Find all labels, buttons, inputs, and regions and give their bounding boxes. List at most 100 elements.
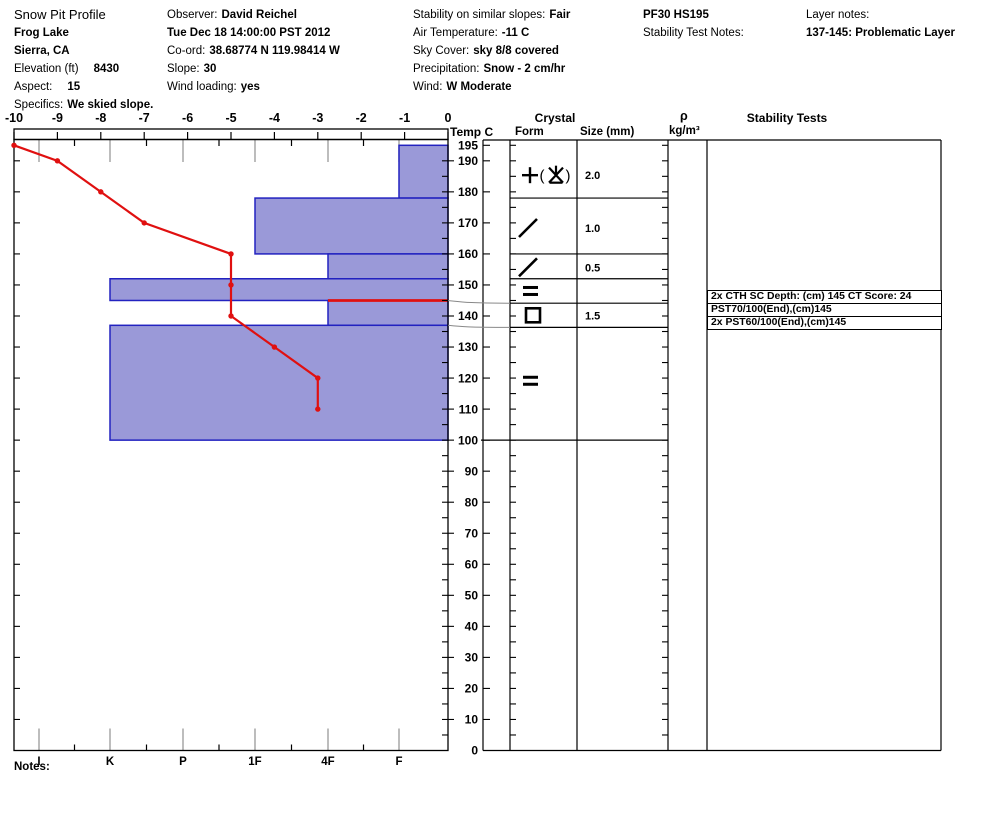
header-pit-block: PF30 HS195 Stability Test Notes: <box>643 8 748 44</box>
depth-label: 10 <box>465 713 479 727</box>
header-layer-notes-block: Layer notes: 137-145: Problematic Layer <box>806 8 955 44</box>
crystal-symbol-square <box>524 306 542 324</box>
crystal-symbol-paren: ( <box>540 168 545 185</box>
hardness-label: I <box>37 756 40 768</box>
depth-label: 0 <box>471 744 478 758</box>
temp-axis-tick-label: 0 <box>445 111 452 125</box>
stability-tests-header: Stability Tests <box>746 111 828 125</box>
header-field: Co-ord: 38.68774 N 119.98414 W <box>167 45 340 57</box>
density-unit-header: kg/m³ <box>669 125 700 137</box>
temperature-point <box>98 189 104 195</box>
header-field: Frog Lake <box>14 27 69 39</box>
depth-label: 120 <box>458 371 478 385</box>
temperature-line <box>13 144 319 410</box>
header-field: Sierra, CA <box>14 45 70 57</box>
depth-label: 180 <box>458 185 478 199</box>
stability-test-row: 2x CTH SC Depth: (cm) 145 CT Score: 24 <box>707 289 942 304</box>
header-observer-block: Observer: David Reichel Tue Dec 18 14:00:… <box>167 8 340 98</box>
temp-axis-tick-label: -4 <box>269 111 280 125</box>
hardness-bar <box>327 299 449 327</box>
temperature-point <box>228 282 234 288</box>
form-column-header: Form <box>515 126 544 138</box>
depth-label: 140 <box>458 309 478 323</box>
header-field: Air Temperature: -11 C <box>413 27 530 39</box>
temp-axis-tick-label: -6 <box>182 111 193 125</box>
header-conditions-block: Stability on similar slopes: Fair Air Tem… <box>413 8 570 98</box>
header-field: Sky Cover: sky 8/8 covered <box>413 45 559 57</box>
header-field: 137-145: Problematic Layer <box>806 27 955 39</box>
header-field: Wind: W Moderate <box>413 81 512 93</box>
temp-axis-tick-label: -8 <box>95 111 106 125</box>
depth-label: 30 <box>465 651 479 665</box>
crystal-column-header: Crystal <box>534 111 576 125</box>
hardness-label: 1F <box>248 756 261 768</box>
header-field: Observer: David Reichel <box>167 9 297 21</box>
depth-label: 160 <box>458 247 478 261</box>
crystal-size-value: 0.5 <box>585 262 600 274</box>
depth-label: 80 <box>465 495 479 509</box>
hardness-bar <box>109 324 449 441</box>
leader-line <box>447 299 511 304</box>
depth-label: 20 <box>465 682 479 696</box>
header-field: PF30 HS195 <box>643 9 709 21</box>
header-field: Slope: 30 <box>167 63 217 75</box>
header-field: Precipitation: Snow - 2 cm/hr <box>413 63 566 75</box>
notes-label: Notes: <box>14 761 50 773</box>
density-symbol-header: ρ <box>680 109 688 123</box>
crystal-size-value: 2.0 <box>585 170 600 182</box>
stability-test-row: 2x PST60/100(End),(cm)145 <box>707 315 942 330</box>
hardness-label: 4F <box>321 756 334 768</box>
depth-label: 50 <box>465 589 479 603</box>
depth-label: 195 <box>458 138 478 152</box>
header-field: Wind loading: yes <box>167 81 260 93</box>
hardness-bar <box>398 144 449 199</box>
page-title: Snow Pit Profile <box>14 7 106 22</box>
stability-test-row: PST70/100(End),(cm)145 <box>707 302 942 317</box>
size-column-header: Size (mm) <box>580 126 635 138</box>
temp-axis-tick-label: -2 <box>356 111 367 125</box>
header-field: Tue Dec 18 14:00:00 PST 2012 <box>167 27 331 39</box>
temp-axis-tick-label: -7 <box>139 111 150 125</box>
hardness-bar <box>327 253 449 280</box>
hardness-bar <box>254 197 449 255</box>
header-field: Stability on similar slopes: Fair <box>413 9 571 21</box>
temperature-point <box>228 313 234 319</box>
depth-label: 190 <box>458 154 478 168</box>
depth-label: 100 <box>458 433 478 447</box>
temperature-point <box>315 406 321 412</box>
header-field: Elevation (ft) 8430 <box>14 63 120 75</box>
temp-axis-tick-label: -9 <box>52 111 63 125</box>
hardness-label: K <box>106 756 115 768</box>
header-field: Layer notes: <box>806 9 870 21</box>
temp-axis-tick-label: -3 <box>312 111 323 125</box>
hardness-label: P <box>179 756 187 768</box>
crystal-symbol-slash <box>518 218 538 238</box>
temp-axis-tick-label: -1 <box>399 111 410 125</box>
hardness-label: F <box>395 756 402 768</box>
depth-label: 170 <box>458 216 478 230</box>
depth-label: 60 <box>465 557 479 571</box>
depth-label: 90 <box>465 464 479 478</box>
header-field: Specifics: We skied slope. <box>14 99 154 111</box>
temperature-point <box>54 158 61 164</box>
temperature-point <box>11 142 17 148</box>
temperature-point <box>271 344 278 350</box>
header-field: Stability Test Notes: <box>643 27 744 39</box>
depth-label: 150 <box>458 278 478 292</box>
hardness-bar <box>109 278 449 302</box>
depth-label: 130 <box>458 340 478 354</box>
header-location-block: Frog Lake Sierra, CA Elevation (ft) 8430 … <box>14 26 153 116</box>
depth-label: 40 <box>465 620 479 634</box>
crystal-size-value: 1.5 <box>585 310 600 322</box>
temperature-point <box>141 220 147 226</box>
temp-axis-tick-label: -10 <box>5 111 23 125</box>
header-field: Aspect: 15 <box>14 81 81 93</box>
crystal-symbol-slash <box>518 257 538 278</box>
depth-label: 70 <box>465 526 479 540</box>
crystal-size-value: 1.0 <box>585 223 600 235</box>
temperature-point <box>315 375 321 381</box>
temperature-point <box>228 251 234 257</box>
depth-label: 110 <box>459 402 479 416</box>
